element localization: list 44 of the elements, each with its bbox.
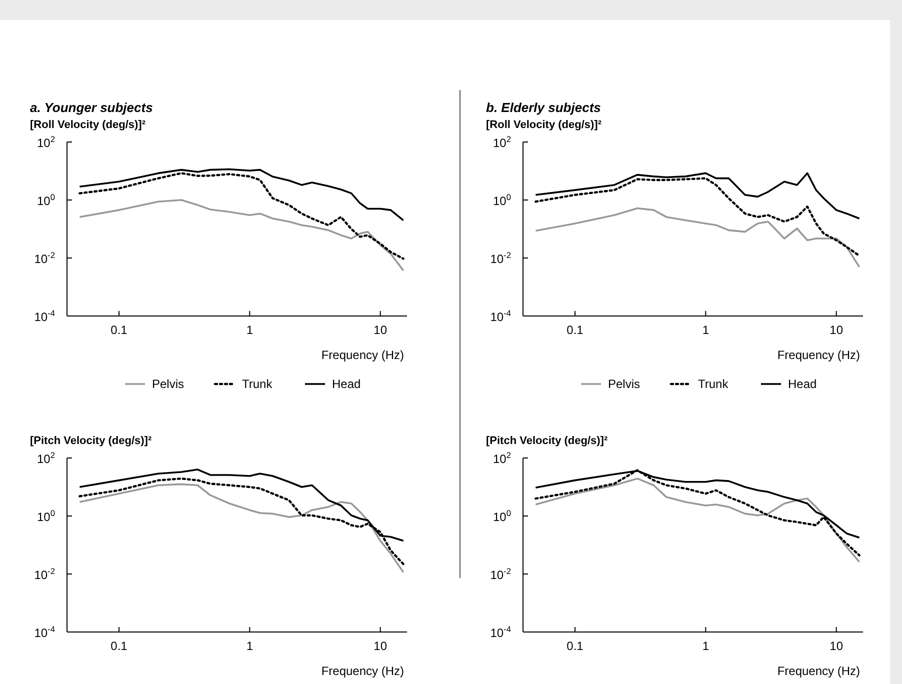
y-tick-label: 10$^{-2}$ bbox=[490, 250, 512, 266]
y-tick-label: 10$^{-2}$ bbox=[34, 566, 56, 582]
legend-label: Trunk bbox=[698, 377, 730, 391]
y-axis-title: [Pitch Velocity (deg/s)]² bbox=[486, 435, 608, 447]
y-tick-label: 10$^{2}$ bbox=[492, 134, 512, 150]
y-tick-label: 10$^{0}$ bbox=[36, 192, 56, 208]
x-tick-label: 1 bbox=[246, 639, 254, 653]
x-tick-label: 10 bbox=[374, 639, 388, 653]
legend-label: Head bbox=[788, 377, 817, 391]
chart-title: a. Younger subjects bbox=[30, 100, 153, 115]
y-axis-title: [Roll Velocity (deg/s)]² bbox=[30, 119, 146, 131]
y-tick-label: 10$^{-4}$ bbox=[34, 624, 56, 640]
x-axis-title: Frequency (Hz) bbox=[321, 664, 404, 678]
y-axis-title: [Roll Velocity (deg/s)]² bbox=[486, 119, 602, 131]
y-tick-label: 10$^{0}$ bbox=[492, 192, 512, 208]
x-tick-label: 10 bbox=[830, 323, 844, 337]
x-tick-label: 0.1 bbox=[566, 639, 584, 653]
x-tick-label: 1 bbox=[246, 323, 254, 337]
legend-label: Trunk bbox=[242, 377, 274, 391]
y-tick-label: 10$^{-2}$ bbox=[34, 250, 56, 266]
legend-label: Pelvis bbox=[152, 377, 184, 391]
y-tick-label: 10$^{0}$ bbox=[492, 508, 512, 524]
y-axis-title: [Pitch Velocity (deg/s)]² bbox=[30, 435, 152, 447]
x-tick-label: 10 bbox=[830, 639, 844, 653]
x-axis-title: Frequency (Hz) bbox=[777, 348, 860, 362]
x-tick-label: 1 bbox=[702, 323, 710, 337]
y-tick-label: 10$^{0}$ bbox=[36, 508, 56, 524]
y-tick-label: 10$^{-4}$ bbox=[490, 308, 512, 324]
legend-label: Head bbox=[332, 377, 361, 391]
x-tick-label: 10 bbox=[374, 323, 388, 337]
y-tick-label: 10$^{-4}$ bbox=[490, 624, 512, 640]
y-tick-label: 10$^{2}$ bbox=[36, 450, 56, 466]
y-tick-label: 10$^{-2}$ bbox=[490, 566, 512, 582]
x-tick-label: 0.1 bbox=[566, 323, 584, 337]
y-tick-label: 10$^{2}$ bbox=[492, 450, 512, 466]
y-tick-label: 10$^{2}$ bbox=[36, 134, 56, 150]
legend-label: Pelvis bbox=[608, 377, 640, 391]
chart-title: b. Elderly subjects bbox=[486, 100, 601, 115]
x-axis-title: Frequency (Hz) bbox=[321, 348, 404, 362]
y-tick-label: 10$^{-4}$ bbox=[34, 308, 56, 324]
x-tick-label: 0.1 bbox=[110, 639, 128, 653]
x-axis-title: Frequency (Hz) bbox=[777, 664, 860, 678]
x-tick-label: 1 bbox=[702, 639, 710, 653]
x-tick-label: 0.1 bbox=[110, 323, 128, 337]
